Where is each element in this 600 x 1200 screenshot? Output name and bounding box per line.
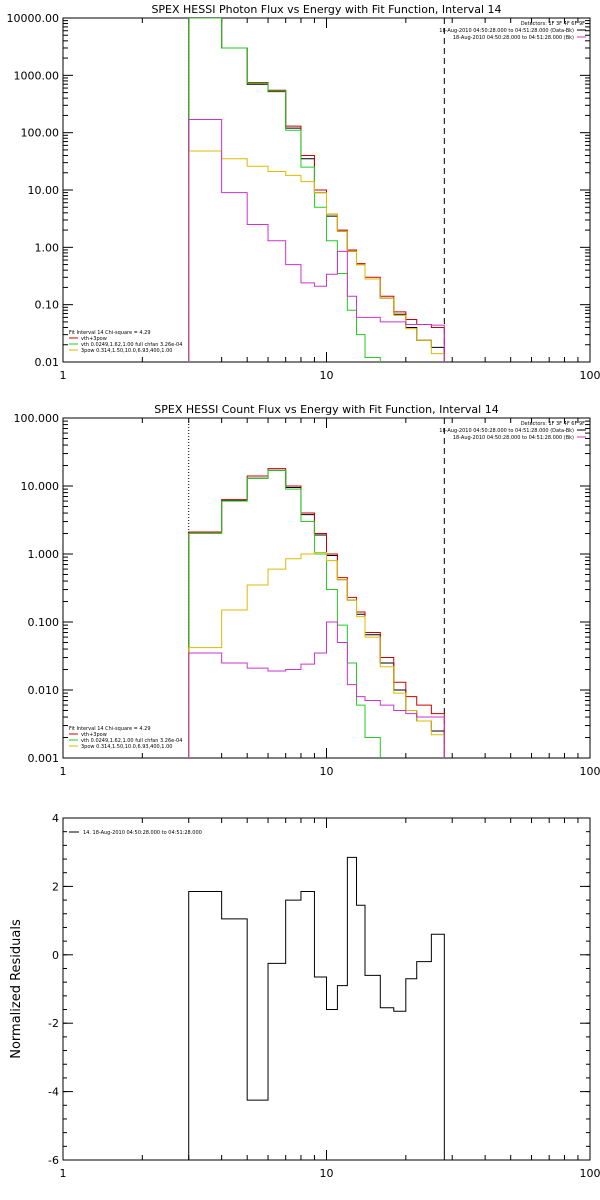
x-tick-label: 10 xyxy=(320,765,334,778)
y-tick-label: 0 xyxy=(52,949,59,962)
y-tick-label: 1.00 xyxy=(35,241,60,254)
y-tick-label: 1.000 xyxy=(28,548,60,561)
series-3pow xyxy=(188,552,445,758)
y-tick-label: 2 xyxy=(52,880,59,893)
legend-top-right-text: 18-Aug-2010 04:50:28.000 to 04:51:28.000… xyxy=(439,28,574,34)
y-tick-label: 0.010 xyxy=(28,684,60,697)
y-tick-label: 100.000 xyxy=(14,412,60,425)
legend-bottom-left-text: Fit Interval 14 Chi-square = 4.29 xyxy=(69,726,151,732)
y-tick-label: -4 xyxy=(48,1086,59,1099)
x-tick-label: 10 xyxy=(320,369,334,382)
data-series xyxy=(188,856,445,1160)
plot-3: 1 10 100 -6 -4 -2 0 2 4 Normalized Residuals 14. 1… xyxy=(9,812,600,1180)
x-tick-label: 10 xyxy=(320,1167,334,1180)
series-bk xyxy=(188,118,445,362)
series-bk xyxy=(188,621,445,758)
x-tick-label: 1 xyxy=(60,1167,67,1180)
legend-bottom-left-text: vth+3pow xyxy=(81,336,107,342)
y-tick-label: 0.001 xyxy=(28,752,60,765)
series-vth-3pow xyxy=(188,18,445,362)
plot-1: SPEX HESSI Photon Flux vs Energy with Fi… xyxy=(7,3,600,382)
y-tick-label: 4 xyxy=(52,812,59,825)
series-vth xyxy=(188,469,381,758)
legend-bottom-left-text: vth 0.0249,1.62,1.00 full chfan 3.26e-04 xyxy=(81,738,182,744)
legend-text: 14. 18-Aug-2010 04:50:28.000 to 04:51:28… xyxy=(83,830,202,836)
series-data-bk xyxy=(188,18,445,362)
plot-2: SPEX HESSI Count Flux vs Energy with Fit… xyxy=(14,403,600,778)
data-series xyxy=(188,18,445,362)
series-vth-3pow xyxy=(188,468,445,758)
x-tick-label: 100 xyxy=(580,765,600,778)
x-tick-label: 1 xyxy=(60,765,67,778)
y-tick-label: 100.00 xyxy=(21,127,60,140)
legend-bottom-left-text: 3pow 0.314,1.50,10.0,6.93,400,1.00 xyxy=(81,744,172,750)
legend-bottom-left-text: 3pow 0.314,1.50,10.0,6.93,400,1.00 xyxy=(81,348,172,354)
y-tick-label: 0.100 xyxy=(28,616,60,629)
legend-top-right-text: 18-Aug-2010 04:50:28.000 to 04:51:28.000… xyxy=(453,435,574,441)
series-14-18-aug-2010-04-50-28-000-to-04-51-28-000 xyxy=(188,856,445,1160)
series-data-bk xyxy=(188,469,445,758)
y-tick-label: 10.00 xyxy=(28,184,60,197)
legend-top-right-text: 18-Aug-2010 04:50:28.000 to 04:51:28.000… xyxy=(453,35,574,41)
legend-bottom-left-text: vth+3pow xyxy=(81,732,107,738)
legend-top-right-text: Detectors: 1F 3F 4F 6F 9F xyxy=(521,21,585,27)
x-tick-label: 100 xyxy=(580,1167,600,1180)
series-3pow xyxy=(188,150,445,362)
y-tick-label: 10000.00 xyxy=(7,12,60,25)
y-tick-label: 0.10 xyxy=(35,299,60,312)
x-tick-label: 1 xyxy=(60,369,67,382)
plot-title: SPEX HESSI Count Flux vs Energy with Fit… xyxy=(154,403,498,416)
y-tick-label: -6 xyxy=(48,1154,59,1167)
y-tick-label: 1000.00 xyxy=(14,69,60,82)
data-series xyxy=(188,468,445,758)
legend-top-right-text: Detectors: 1F 3F 4F 6F 9F xyxy=(521,421,585,427)
y-axis-label: Normalized Residuals xyxy=(9,919,24,1059)
y-tick-label: 0.01 xyxy=(35,356,60,369)
legend-bottom-left-text: Fit Interval 14 Chi-square = 4.29 xyxy=(69,330,151,336)
plot-title: SPEX HESSI Photon Flux vs Energy with Fi… xyxy=(151,3,501,16)
legend-bottom-left-text: vth 0.0249,1.62,1.00 full chfan 3.26e-04 xyxy=(81,342,182,348)
series-vth xyxy=(188,18,381,362)
legend-top-right-text: 18-Aug-2010 04:50:28.000 to 04:51:28.000… xyxy=(439,428,574,434)
x-tick-label: 100 xyxy=(580,369,600,382)
y-tick-label: 10.000 xyxy=(21,480,60,493)
y-tick-label: -2 xyxy=(48,1017,59,1030)
